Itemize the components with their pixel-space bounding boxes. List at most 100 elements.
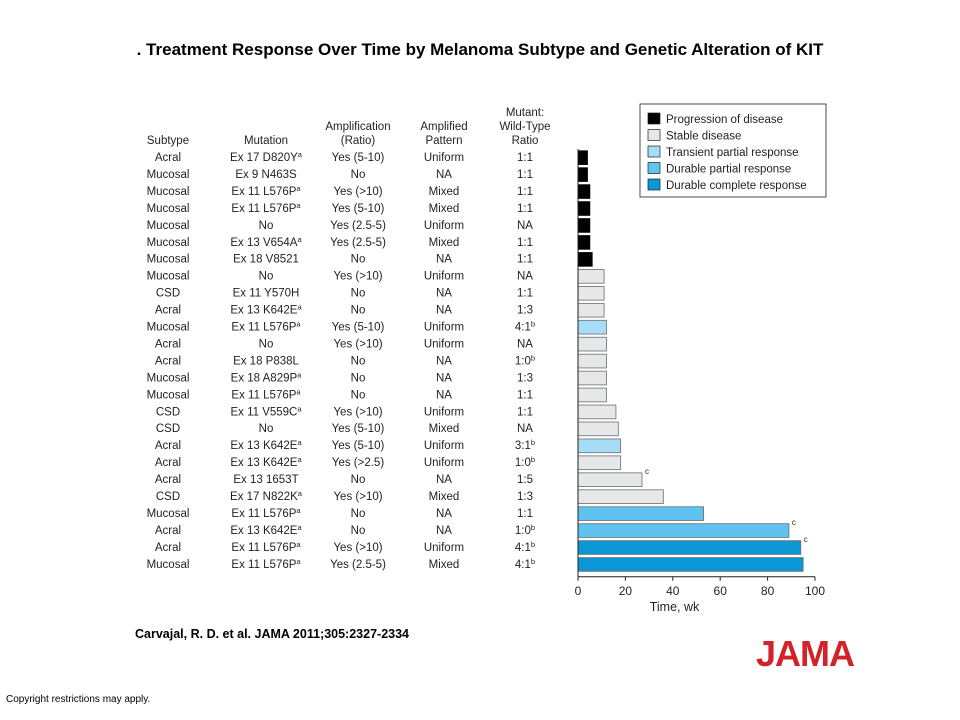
table-row: Mucosal Ex 13 V654Aa Yes (2.5-5) Mixed 1:1	[147, 235, 533, 249]
cell-mutation: Ex 11 L576Pa	[231, 506, 301, 520]
cell-mutation: Ex 11 V559Ca	[230, 404, 302, 418]
cell-pattern: Uniform	[424, 271, 464, 283]
bar	[577, 285, 605, 301]
cell-amplification: No	[351, 474, 366, 486]
cell-amplification: Yes (>10)	[333, 271, 382, 283]
legend-label: Durable complete response	[666, 180, 807, 192]
bar	[577, 540, 802, 555]
bar	[577, 404, 617, 420]
cell-amplification: Yes (5-10)	[332, 203, 385, 215]
cell-mutation: Ex 13 K642Ea	[230, 455, 302, 469]
x-axis-label: Time, wk	[650, 600, 700, 614]
cell-mutation: Ex 13 K642Ea	[230, 523, 302, 537]
bar-series: ccc	[577, 150, 808, 572]
cell-mutation: Ex 11 L576Pa	[231, 557, 301, 571]
cell-mutation: Ex 11 L576Pa	[231, 387, 301, 401]
legend-item: Durable complete response	[647, 178, 807, 192]
table-row: CSD Ex 11 Y570H No NA 1:1	[156, 288, 533, 300]
bar	[577, 302, 605, 318]
cell-mutation: Ex 11 L576Pa	[231, 320, 301, 334]
bar	[577, 438, 622, 454]
legend: Progression of disease Stable disease Tran…	[639, 103, 827, 198]
table-header-4: Mutant: Wild-Type Ratio	[499, 107, 550, 147]
table-row: Mucosal Ex 11 L576Pa Yes (2.5-5) Mixed 4:1b	[147, 557, 536, 571]
cell-amplification: Yes (5-10)	[332, 322, 385, 334]
citation: Carvajal, R. D. et al. JAMA 2011;305:232…	[135, 627, 409, 641]
bar	[577, 150, 588, 165]
table-row: Mucosal Ex 11 L576Pa No NA 1:1	[147, 387, 533, 401]
cell-amplification: No	[351, 169, 366, 181]
cell-pattern: Mixed	[429, 186, 460, 198]
cell-subtype: CSD	[156, 423, 180, 435]
x-tick-label: 80	[761, 584, 775, 598]
legend-label: Stable disease	[666, 131, 741, 143]
cell-subtype: Acral	[155, 305, 181, 317]
cell-subtype: CSD	[156, 288, 180, 300]
cell-ratio: NA	[517, 423, 533, 435]
cell-subtype: Mucosal	[147, 389, 190, 401]
cell-amplification: Yes (5-10)	[332, 440, 385, 452]
x-tick-label: 60	[714, 584, 728, 598]
cell-mutation: No	[259, 423, 274, 435]
table-row: Mucosal No Yes (>10) Uniform NA	[147, 271, 534, 283]
cell-subtype: Acral	[155, 542, 181, 554]
x-tick-label: 100	[805, 584, 825, 598]
cell-pattern: Mixed	[429, 491, 460, 503]
cell-pattern: Uniform	[424, 322, 464, 334]
legend-swatch	[647, 178, 661, 191]
cell-subtype: Mucosal	[147, 322, 190, 334]
table-row: Acral Ex 13 K642Ea Yes (>2.5) Uniform 1:0b	[155, 455, 535, 469]
bar	[577, 421, 619, 437]
cell-ratio: NA	[517, 271, 533, 283]
cell-pattern: Uniform	[424, 152, 464, 164]
cell-amplification: Yes (2.5-5)	[330, 559, 386, 571]
cell-amplification: No	[351, 355, 366, 367]
cell-subtype: Mucosal	[147, 254, 190, 266]
table-row: Acral Ex 13 K642Ea No NA 1:0b	[155, 523, 535, 537]
cell-subtype: Acral	[155, 440, 181, 452]
cell-amplification: No	[351, 525, 366, 537]
cell-amplification: No	[351, 372, 366, 384]
cell-pattern: NA	[436, 389, 452, 401]
table-row: Mucosal Ex 9 N463S No NA 1:1	[147, 169, 533, 181]
cell-ratio: 4:1b	[515, 320, 535, 334]
table-row: Mucosal Ex 11 L576Pa Yes (5-10) Mixed 1:1	[147, 201, 533, 215]
cell-pattern: Uniform	[424, 338, 464, 350]
cell-ratio: NA	[517, 220, 533, 232]
cell-pattern: NA	[436, 169, 452, 181]
cell-subtype: Mucosal	[147, 220, 190, 232]
cell-pattern: Mixed	[429, 559, 460, 571]
cell-subtype: Mucosal	[147, 237, 190, 249]
cell-ratio: 1:0b	[515, 523, 535, 537]
cell-ratio: 1:1	[517, 406, 533, 418]
bar	[577, 252, 593, 267]
x-tick-label: 20	[619, 584, 633, 598]
cell-subtype: CSD	[156, 406, 180, 418]
bar	[577, 336, 607, 352]
legend-swatch	[647, 112, 661, 125]
bar	[577, 353, 607, 369]
table-row: Acral Ex 13 1653T No NA 1:5	[155, 474, 533, 486]
legend-item: Durable partial response	[647, 162, 791, 176]
cell-mutation: No	[259, 271, 274, 283]
cell-amplification: No	[351, 508, 366, 520]
cell-pattern: Uniform	[424, 406, 464, 418]
cell-pattern: NA	[436, 372, 452, 384]
cell-pattern: NA	[436, 508, 452, 520]
cell-subtype: Mucosal	[147, 372, 190, 384]
table-row: Acral No Yes (>10) Uniform NA	[155, 338, 533, 350]
cell-pattern: Uniform	[424, 457, 464, 469]
cell-amplification: Yes (5-10)	[332, 423, 385, 435]
cell-amplification: No	[351, 288, 366, 300]
table-row: Acral Ex 13 K642Ea Yes (5-10) Uniform 3:1b	[155, 438, 535, 452]
cell-amplification: No	[351, 389, 366, 401]
cell-amplification: Yes (>10)	[333, 491, 382, 503]
cell-ratio: 1:1	[517, 186, 533, 198]
bar-annotation: c	[645, 467, 649, 476]
table-row: Mucosal Ex 18 V8521 No NA 1:1	[147, 254, 533, 266]
bar	[577, 184, 591, 199]
table-row: Acral Ex 17 D820Ya Yes (5-10) Uniform 1:1	[155, 150, 533, 164]
cell-amplification: Yes (5-10)	[332, 152, 385, 164]
table-row: Mucosal No Yes (2.5-5) Uniform NA	[147, 220, 534, 232]
legend-item: Stable disease	[647, 129, 741, 143]
